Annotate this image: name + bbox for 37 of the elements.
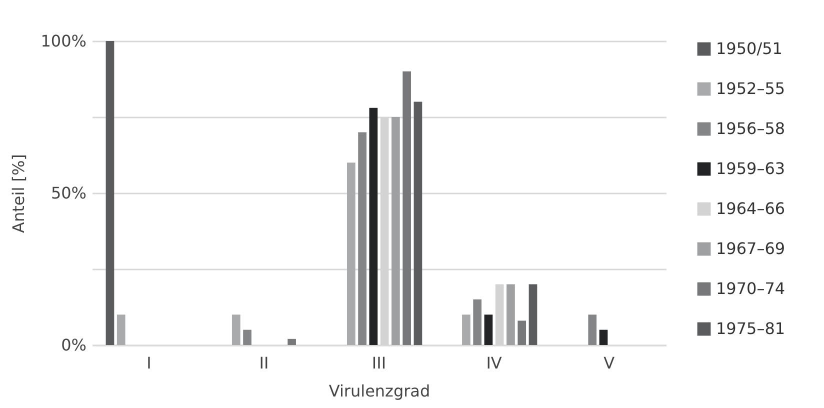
legend-label: 1967–69 <box>716 239 786 258</box>
y-tick-label: 0% <box>61 336 86 354</box>
x-tick-label: IV <box>486 354 502 372</box>
bar <box>116 314 126 345</box>
legend-label: 1956–58 <box>716 119 786 138</box>
bar <box>599 330 608 345</box>
x-tick-label: III <box>372 354 386 372</box>
bar <box>462 314 470 345</box>
bar <box>402 71 412 345</box>
x-tick-label: I <box>146 354 152 372</box>
x-axis-title: Virulenzgrad <box>328 382 430 400</box>
bar <box>588 314 597 345</box>
legend-label: 1964–66 <box>716 199 786 218</box>
x-tick-label: V <box>604 354 615 372</box>
legend-label: 1970–74 <box>716 279 786 298</box>
bar <box>288 338 296 345</box>
bar <box>518 320 526 345</box>
bar <box>243 330 252 345</box>
y-tick-label: 50% <box>50 184 86 202</box>
legend-label: 1950/51 <box>716 39 782 58</box>
legend-label: 1959–63 <box>716 159 786 178</box>
bar <box>232 314 240 345</box>
bar <box>506 284 515 345</box>
legend-label: 1952–55 <box>716 79 786 98</box>
y-axis-title: Anteil [%] <box>8 154 28 233</box>
bar <box>528 284 538 345</box>
y-tick-label: 100% <box>40 32 86 50</box>
bar <box>369 108 378 345</box>
bar <box>358 132 366 345</box>
bar <box>346 162 356 345</box>
legend-label: 1975–81 <box>716 319 786 338</box>
bar <box>484 314 493 345</box>
bar <box>473 299 482 345</box>
bar <box>392 117 400 345</box>
x-tick-label: II <box>259 354 269 372</box>
bar <box>106 41 114 345</box>
bar <box>414 102 422 345</box>
